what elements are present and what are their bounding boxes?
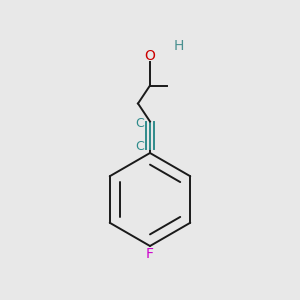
Text: C: C — [135, 140, 144, 153]
Text: O: O — [145, 49, 155, 62]
Text: C: C — [135, 117, 144, 130]
Text: H: H — [173, 40, 184, 53]
Text: F: F — [146, 247, 154, 260]
